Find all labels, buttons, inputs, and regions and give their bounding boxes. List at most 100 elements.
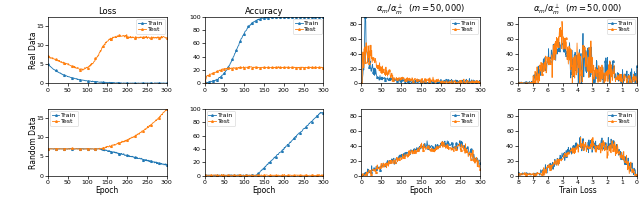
Test <box>625 166 633 168</box>
Title: $\alpha_m/\alpha_m^\perp$  ($m = 50,000$): $\alpha_m/\alpha_m^\perp$ ($m = 50,000$) <box>376 3 465 17</box>
Test <box>44 148 52 150</box>
Test <box>410 79 417 82</box>
Test <box>97 49 104 52</box>
Train <box>138 157 146 159</box>
Legend: Train, Test: Train, Test <box>207 111 235 126</box>
Test <box>280 173 288 176</box>
Test <box>201 82 209 85</box>
Train <box>406 79 413 82</box>
Test <box>596 80 604 83</box>
Train <box>515 82 522 85</box>
Test <box>283 174 291 177</box>
Train <box>515 82 522 84</box>
Test <box>558 20 566 23</box>
Line: Test: Test <box>517 136 637 176</box>
Legend: Train, Test: Train, Test <box>450 19 478 34</box>
Train <box>282 145 290 147</box>
Train <box>253 19 260 21</box>
Test <box>92 57 100 60</box>
Train <box>476 162 484 164</box>
Test <box>439 80 447 83</box>
Line: Test: Test <box>360 42 481 84</box>
Train <box>579 32 587 35</box>
Line: Test: Test <box>204 174 324 176</box>
Test <box>468 80 476 83</box>
Train <box>632 174 640 177</box>
Test <box>358 82 365 85</box>
Train <box>312 16 319 18</box>
Test <box>625 74 633 77</box>
Test <box>633 80 640 82</box>
Train <box>162 164 170 166</box>
Train <box>577 135 584 138</box>
Train <box>61 147 69 150</box>
Test <box>44 55 52 58</box>
Train <box>319 16 327 19</box>
Train <box>406 151 413 154</box>
Train <box>439 81 447 84</box>
Train <box>468 79 476 81</box>
Test <box>96 148 104 150</box>
Test <box>458 82 466 84</box>
Train <box>163 164 170 166</box>
Train <box>458 141 466 144</box>
Test <box>253 174 260 176</box>
Line: Train: Train <box>47 148 168 166</box>
Line: Train: Train <box>204 16 324 84</box>
Test <box>311 66 319 69</box>
Train <box>625 79 633 82</box>
Train <box>163 82 170 84</box>
Train <box>458 80 466 83</box>
Test <box>458 145 466 147</box>
Train <box>44 148 52 150</box>
Test <box>294 66 302 69</box>
Test <box>163 37 170 39</box>
Test <box>596 142 604 145</box>
Train <box>268 15 275 18</box>
Train <box>138 82 145 84</box>
Train <box>358 82 365 85</box>
Line: Test: Test <box>47 108 168 150</box>
Train <box>295 15 303 18</box>
Test <box>362 41 370 44</box>
Test <box>155 117 163 119</box>
Train <box>451 80 459 83</box>
Test <box>358 174 365 177</box>
Line: Train: Train <box>517 33 637 84</box>
Train <box>318 111 326 114</box>
Test <box>577 136 584 139</box>
Legend: Train, Test: Train, Test <box>136 19 165 34</box>
Train <box>562 149 570 152</box>
Train <box>283 16 291 19</box>
Train <box>140 82 148 85</box>
Line: Test: Test <box>360 141 481 176</box>
Train <box>410 82 417 84</box>
Train <box>476 82 484 85</box>
Test <box>567 68 575 71</box>
Test <box>451 81 459 84</box>
Test <box>319 66 327 69</box>
Test <box>312 174 319 177</box>
Train <box>204 82 212 84</box>
Test <box>405 154 413 157</box>
Test <box>125 138 133 140</box>
Train <box>615 78 623 80</box>
Train <box>633 174 640 177</box>
Test <box>476 82 484 85</box>
Line: Test: Test <box>47 34 168 71</box>
Train <box>362 15 369 18</box>
Train <box>615 154 623 156</box>
Test <box>248 174 256 177</box>
Test <box>319 174 327 176</box>
Test <box>566 149 574 152</box>
Train <box>633 65 640 67</box>
Train <box>319 112 327 114</box>
Train <box>410 148 417 150</box>
Train <box>155 82 163 84</box>
Train <box>44 63 52 66</box>
Test <box>301 66 309 69</box>
Train <box>155 162 163 164</box>
Train <box>252 174 260 177</box>
Line: Train: Train <box>360 16 481 84</box>
Train <box>96 81 104 83</box>
